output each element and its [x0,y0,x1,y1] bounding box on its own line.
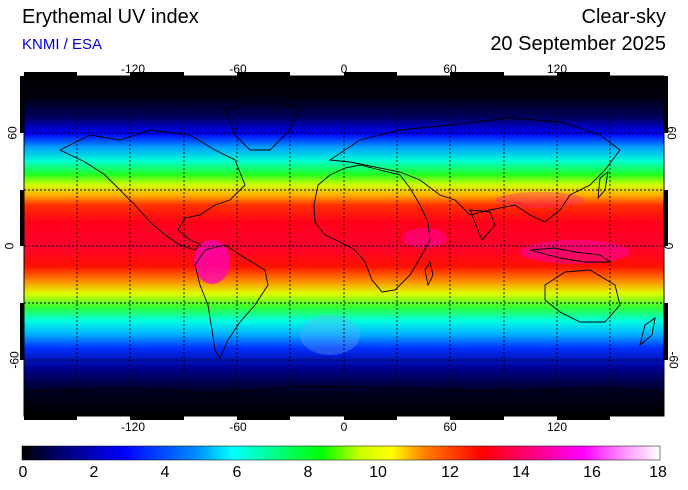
tibet-high-uv-patch [495,192,585,208]
lon-tick-top-60: 60 [443,62,457,76]
lon-tick-bottom-neg120: -120 [120,420,146,434]
colorbar-label-14: 14 [512,464,530,481]
lon-tick-bottom-neg60: -60 [229,420,247,434]
coastlines [24,99,664,395]
colorbar-label-16: 16 [583,464,601,481]
source-label: KNMI / ESA [22,36,103,53]
lat-tick-right-60: 60 [664,126,679,140]
colorbar-label-0: 0 [18,464,28,481]
lat-tick-right-neg60: -60 [666,351,681,369]
colorbar-label-6: 6 [232,464,242,481]
colorbar-frame [21,445,661,461]
south-atlantic-cloud-patch [300,315,360,355]
lon-tick-top-neg120: -120 [120,62,146,76]
colorbar-label-8: 8 [303,464,313,481]
lon-tick-bottom-120: 120 [546,420,568,434]
lon-tick-top-neg60: -60 [229,62,247,76]
colorbar-label-12: 12 [441,464,459,481]
lat-tick-left-neg60: -60 [7,351,22,369]
lat-tick-left-0: 0 [2,242,17,250]
east-africa-high-uv-patch [403,228,447,248]
colorbar-label-10: 10 [369,464,387,481]
frame-ticks [20,72,668,420]
lat-tick-left-60: 60 [5,126,20,140]
colorbar-label-18: 18 [649,464,667,481]
lon-tick-top-0: 0 [340,62,348,76]
lon-tick-bottom-0: 0 [340,420,348,434]
date-label: 20 September 2025 [490,33,666,55]
map-title: Erythemal UV index [22,6,199,28]
lat-tick-right-0: 0 [661,242,676,250]
andes-high-uv-patch [194,240,230,284]
colorbar [22,446,660,460]
colorbar-label-2: 2 [89,464,99,481]
lon-tick-top-120: 120 [546,62,568,76]
colorbar-label-4: 4 [160,464,170,481]
sky-condition-label: Clear-sky [581,6,666,28]
lon-tick-bottom-60: 60 [443,420,457,434]
